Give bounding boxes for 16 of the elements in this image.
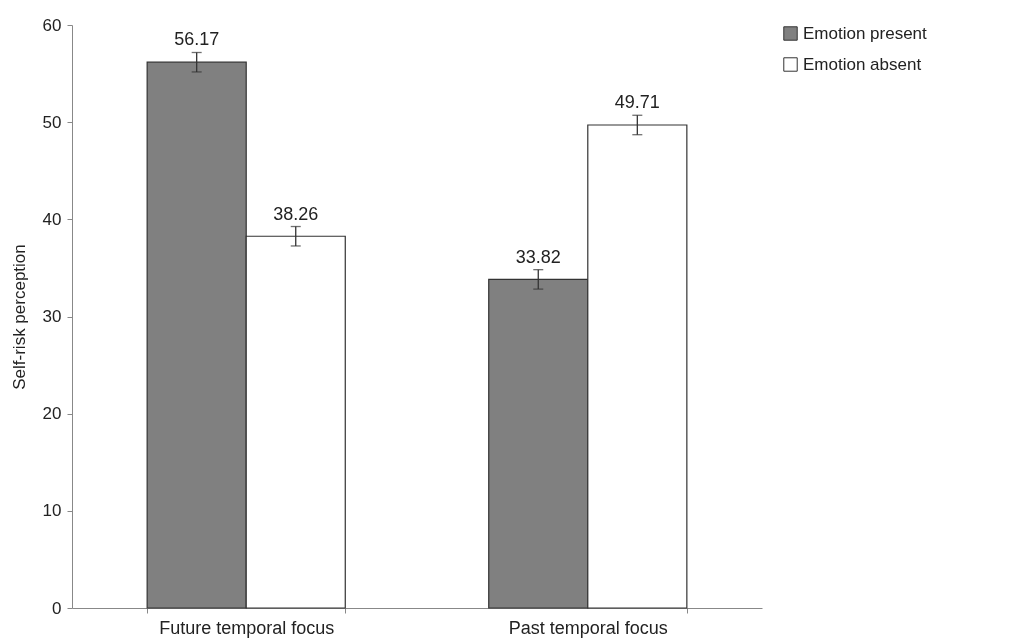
- y-tick-label: 20: [42, 404, 62, 424]
- x-tick-label: Past temporal focus: [508, 617, 668, 638]
- y-axis-title: Self-risk perception: [9, 244, 29, 390]
- legend-label: Emotion absent: [803, 54, 922, 74]
- data-label: 33.82: [515, 246, 561, 267]
- data-label: 38.26: [273, 203, 319, 224]
- y-tick-label: 10: [42, 501, 62, 521]
- x-tick-label: Future temporal focus: [159, 617, 335, 638]
- data-label: 49.71: [614, 92, 660, 113]
- y-tick-label: 40: [42, 209, 62, 229]
- y-tick-label: 60: [42, 15, 62, 35]
- data-label: 56.17: [174, 29, 220, 50]
- y-tick-label: 0: [52, 598, 62, 618]
- y-tick-label: 30: [42, 307, 62, 326]
- y-tick-label: 50: [42, 112, 62, 132]
- legend-label: Emotion present: [803, 23, 928, 43]
